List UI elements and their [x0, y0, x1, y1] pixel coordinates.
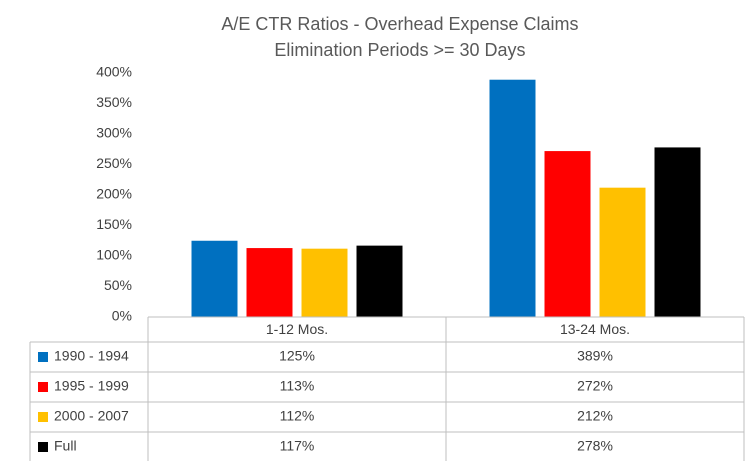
y-tick-label: 200%: [96, 186, 132, 202]
x-tick-label: 13-24 Mos.: [560, 321, 630, 337]
data-label: 272%: [577, 378, 613, 394]
legend-swatch: [38, 412, 48, 422]
bar: [489, 79, 536, 318]
data-label: 117%: [280, 438, 315, 454]
legend-label: Full: [54, 438, 77, 454]
bar: [356, 245, 403, 317]
bar: [246, 248, 293, 317]
x-tick-label: 1-12 Mos.: [266, 321, 328, 337]
y-tick-label: 100%: [96, 247, 132, 263]
data-label: 278%: [577, 438, 613, 454]
legend-swatch: [38, 382, 48, 392]
legend-label: 1995 - 1999: [54, 378, 129, 394]
data-label: 125%: [279, 348, 315, 364]
legend-swatch: [38, 352, 48, 362]
legend-label: 2000 - 2007: [54, 408, 129, 424]
data-label: 113%: [280, 378, 315, 394]
data-label: 212%: [577, 408, 613, 424]
y-tick-label: 0%: [112, 308, 132, 324]
legend-label: 1990 - 1994: [54, 348, 129, 364]
y-tick-label: 300%: [96, 125, 132, 141]
bar: [301, 248, 348, 317]
y-tick-label: 50%: [104, 277, 132, 293]
bar: [654, 147, 701, 317]
y-tick-label: 150%: [96, 216, 132, 232]
data-label: 112%: [280, 408, 315, 424]
bar: [191, 240, 238, 317]
y-tick-label: 400%: [96, 64, 132, 80]
y-tick-label: 250%: [96, 155, 132, 171]
legend-swatch: [38, 442, 48, 452]
data-label: 389%: [577, 348, 613, 364]
bar: [544, 151, 591, 317]
bar: [599, 187, 646, 317]
chart-subtitle: Elimination Periods >= 30 Days: [274, 40, 525, 60]
y-tick-label: 350%: [96, 94, 132, 110]
chart-title: A/E CTR Ratios - Overhead Expense Claims: [221, 14, 578, 34]
